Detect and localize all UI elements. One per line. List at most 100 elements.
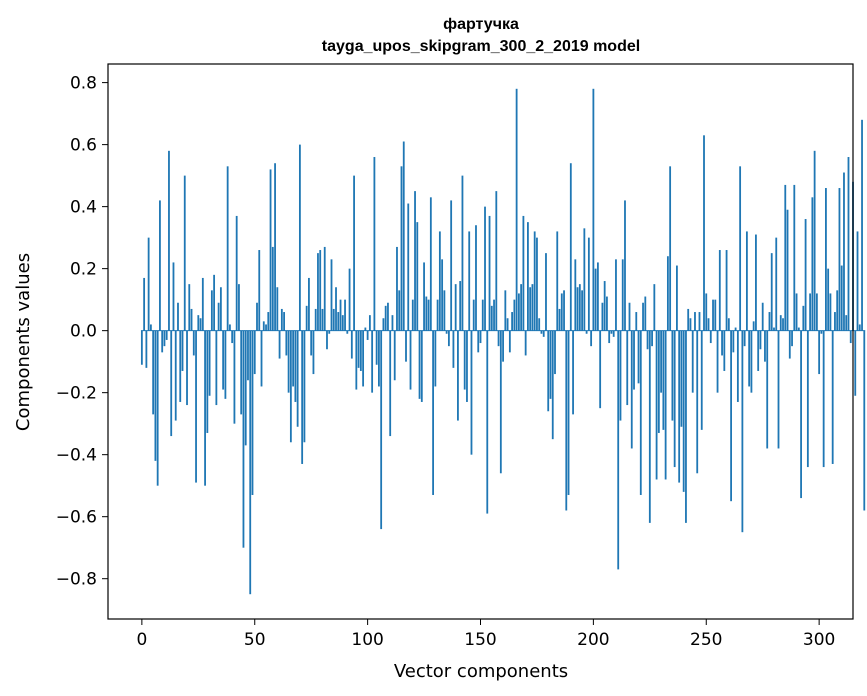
bar-277 (766, 330, 769, 449)
bar-254 (714, 299, 717, 331)
bar-198 (587, 237, 590, 331)
bar-316 (854, 330, 857, 396)
bar-73 (305, 305, 308, 331)
bar-200 (592, 88, 595, 331)
bar-33 (215, 330, 218, 406)
bar-168 (520, 284, 523, 331)
bar-41 (233, 330, 236, 424)
bar-208 (610, 330, 613, 334)
bar-167 (517, 293, 520, 331)
bar-319 (861, 119, 863, 331)
bar-44 (240, 330, 243, 415)
bar-265 (739, 166, 742, 331)
bar-247 (698, 312, 701, 331)
bar-182 (551, 330, 554, 440)
bar-35 (219, 287, 222, 331)
bar-241 (685, 330, 687, 523)
bar-57 (269, 169, 272, 331)
bar-285 (784, 184, 787, 331)
bar-141 (459, 281, 462, 331)
bar-79 (319, 250, 322, 331)
bar-147 (472, 299, 475, 331)
bar-162 (506, 318, 509, 331)
bar-28 (204, 330, 206, 486)
bar-90 (344, 299, 346, 331)
bar-103 (373, 157, 376, 331)
bar-217 (630, 330, 633, 449)
bar-238 (678, 330, 681, 483)
bar-210 (615, 259, 617, 331)
bar-47 (247, 330, 249, 381)
bar-150 (479, 330, 482, 344)
bar-256 (718, 250, 721, 331)
bar-61 (278, 330, 281, 359)
bar-83 (328, 330, 331, 334)
bar-64 (285, 330, 288, 356)
bar-271 (752, 321, 755, 331)
bar-306 (831, 330, 834, 464)
chart-subtitle: tayga_upos_skipgram_300_2_2019 model (322, 38, 640, 55)
bar-273 (757, 330, 760, 371)
bar-54 (262, 321, 265, 331)
bar-177 (540, 330, 543, 334)
bar-258 (723, 330, 726, 371)
bar-146 (470, 330, 473, 455)
bar-204 (601, 302, 604, 331)
bar-242 (687, 308, 690, 331)
bar-53 (260, 330, 263, 387)
bar-24 (195, 330, 197, 483)
bar-269 (748, 330, 751, 387)
bar-18 (181, 330, 184, 371)
bar-111 (391, 315, 394, 331)
x-tick-label: 100 (351, 630, 383, 650)
x-axis-label: Vector components (394, 661, 568, 682)
bar-303 (825, 188, 827, 331)
bar-34 (217, 302, 220, 331)
bar-219 (635, 312, 638, 331)
bar-2 (145, 330, 148, 368)
bar-92 (348, 268, 351, 331)
bar-131 (436, 299, 439, 331)
bar-263 (734, 327, 737, 331)
bar-270 (750, 330, 753, 393)
bar-19 (183, 175, 186, 331)
bar-280 (773, 327, 775, 331)
bar-276 (764, 330, 766, 362)
bar-278 (768, 312, 771, 331)
bar-38 (226, 166, 229, 331)
bar-310 (840, 265, 843, 331)
bar-106 (380, 330, 383, 530)
y-tick-label: −0.2 (56, 384, 97, 404)
x-tick-label: 50 (244, 630, 266, 650)
bar-99 (364, 327, 367, 331)
bar-124 (420, 330, 423, 402)
bar-260 (727, 318, 730, 331)
bar-137 (450, 200, 453, 331)
bar-228 (655, 330, 658, 480)
bar-164 (511, 312, 514, 331)
bar-192 (574, 259, 577, 331)
bar-51 (256, 302, 258, 331)
bar-224 (646, 330, 649, 350)
bar-15 (174, 330, 177, 421)
bar-117 (405, 330, 407, 362)
bar-193 (576, 287, 579, 331)
bar-293 (802, 305, 805, 331)
bar-60 (276, 287, 279, 331)
bar-301 (820, 330, 823, 334)
bar-31 (210, 290, 213, 331)
bar-262 (732, 330, 735, 353)
bar-100 (366, 330, 369, 340)
bar-23 (192, 330, 195, 356)
bar-250 (705, 293, 708, 331)
bar-284 (782, 318, 784, 331)
bar-283 (779, 315, 782, 331)
bar-130 (434, 330, 437, 387)
bar-86 (335, 287, 337, 331)
bar-63 (283, 312, 285, 331)
bar-29 (206, 330, 209, 433)
bar-13 (170, 330, 173, 437)
bar-138 (452, 330, 455, 368)
bar-109 (387, 302, 389, 331)
bar-10 (163, 330, 166, 347)
